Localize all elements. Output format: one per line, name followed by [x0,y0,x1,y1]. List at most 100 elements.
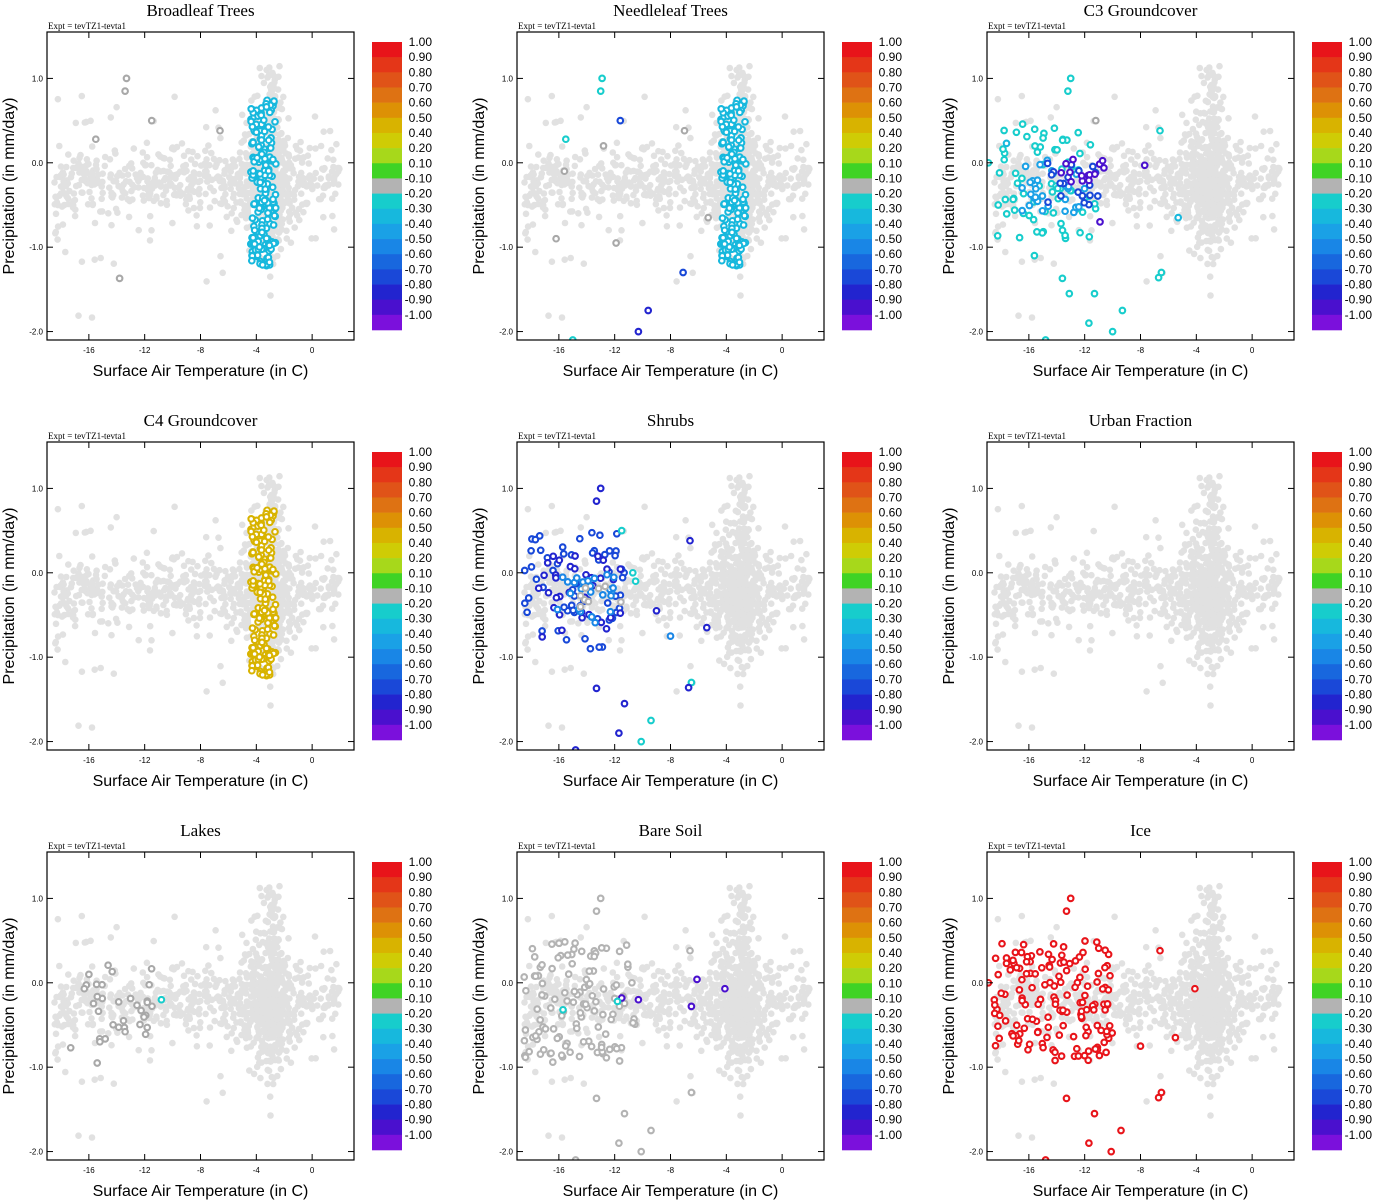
base-point [335,574,343,582]
highlight-point [257,560,266,568]
highlight-point [1026,178,1035,187]
base-point [70,190,78,197]
base-point [141,162,149,169]
colorbar-label: 0.70 [1349,81,1373,95]
highlight-point [260,537,269,546]
base-point [1189,180,1197,187]
base-point [709,190,716,198]
colorbar-swatch [842,269,872,285]
highlight-point [552,234,560,243]
base-point [107,114,115,121]
colorbar-swatch [372,254,402,270]
base-point [609,192,617,199]
highlight-point [1058,136,1067,145]
base-point [1023,156,1031,163]
highlight-point [596,87,605,95]
base-point [1198,239,1205,246]
base-point [161,155,168,162]
base-point [218,594,225,602]
colorbar-label: -0.50 [405,232,433,246]
base-point [59,181,67,189]
highlight-point [249,577,258,585]
x-tick-label: 0 [1250,346,1255,355]
highlight-point [250,200,259,208]
base-point [185,557,192,565]
highlight-point [1030,251,1039,260]
base-point [202,190,209,198]
base-point [143,549,151,557]
x-tick-label: -16 [83,756,95,765]
base-point [186,605,194,613]
base-point [1225,151,1232,158]
highlight-point [256,178,265,187]
base-point [796,127,804,135]
base-point [284,195,292,203]
colorbar-label: 0.20 [409,141,433,155]
base-point [169,144,176,151]
base-point [1228,204,1236,212]
highlight-point [739,221,748,229]
base-point [91,256,98,264]
base-point [277,245,285,253]
y-tick-label: -2.0 [29,328,43,337]
base-point [606,174,614,182]
base-point [1260,184,1267,192]
base-point [534,200,542,208]
highlight-point [1061,207,1069,216]
base-point [746,62,753,70]
base-point [242,183,249,190]
base-point [663,212,670,219]
base-point [747,99,754,106]
base-point [305,584,312,592]
colorbar-swatch [1312,148,1342,164]
base-point [243,209,251,216]
base-point [1188,151,1196,158]
base-point [214,173,222,180]
base-point [300,208,307,216]
base-point [1196,230,1203,237]
highlight-point [1085,232,1094,241]
base-point [335,164,343,172]
colorbar-swatch [842,299,872,316]
colorbar-label: 0.50 [1349,111,1373,125]
y-tick-label: 0.0 [972,159,984,168]
base-point [736,273,744,281]
base-point [778,235,785,242]
base-point [148,161,155,169]
base-point [616,212,624,220]
base-point [191,570,199,578]
highlight-point [261,595,270,603]
base-point [526,142,533,150]
base-point [196,614,204,622]
highlight-point [732,234,741,243]
base-point [303,610,311,618]
y-tick-label: 1.0 [502,74,514,83]
base-point [214,583,222,590]
base-point [330,226,338,233]
highlight-point [264,546,273,555]
base-point [309,185,316,193]
base-point [67,173,75,181]
colorbar-label: 1.00 [1349,35,1373,49]
base-point [1204,260,1211,268]
base-point [1249,185,1256,193]
base-point [244,599,252,607]
highlight-point [255,614,264,622]
base-point [180,152,188,160]
base-point [193,633,201,640]
base-point [1102,174,1109,182]
base-point [1202,222,1209,229]
highlight-point [1156,126,1164,135]
base-point [1273,170,1280,178]
base-point [70,197,77,205]
base-point [1245,160,1253,167]
base-point [137,579,144,587]
highlight-point [1025,211,1034,220]
base-point [59,591,67,599]
base-point [781,113,789,120]
base-point [182,571,190,579]
expt-label: Expt = tevTZ1-tevta1 [988,21,1066,31]
base-point [51,179,58,186]
base-point [168,581,175,588]
base-point [754,195,762,203]
